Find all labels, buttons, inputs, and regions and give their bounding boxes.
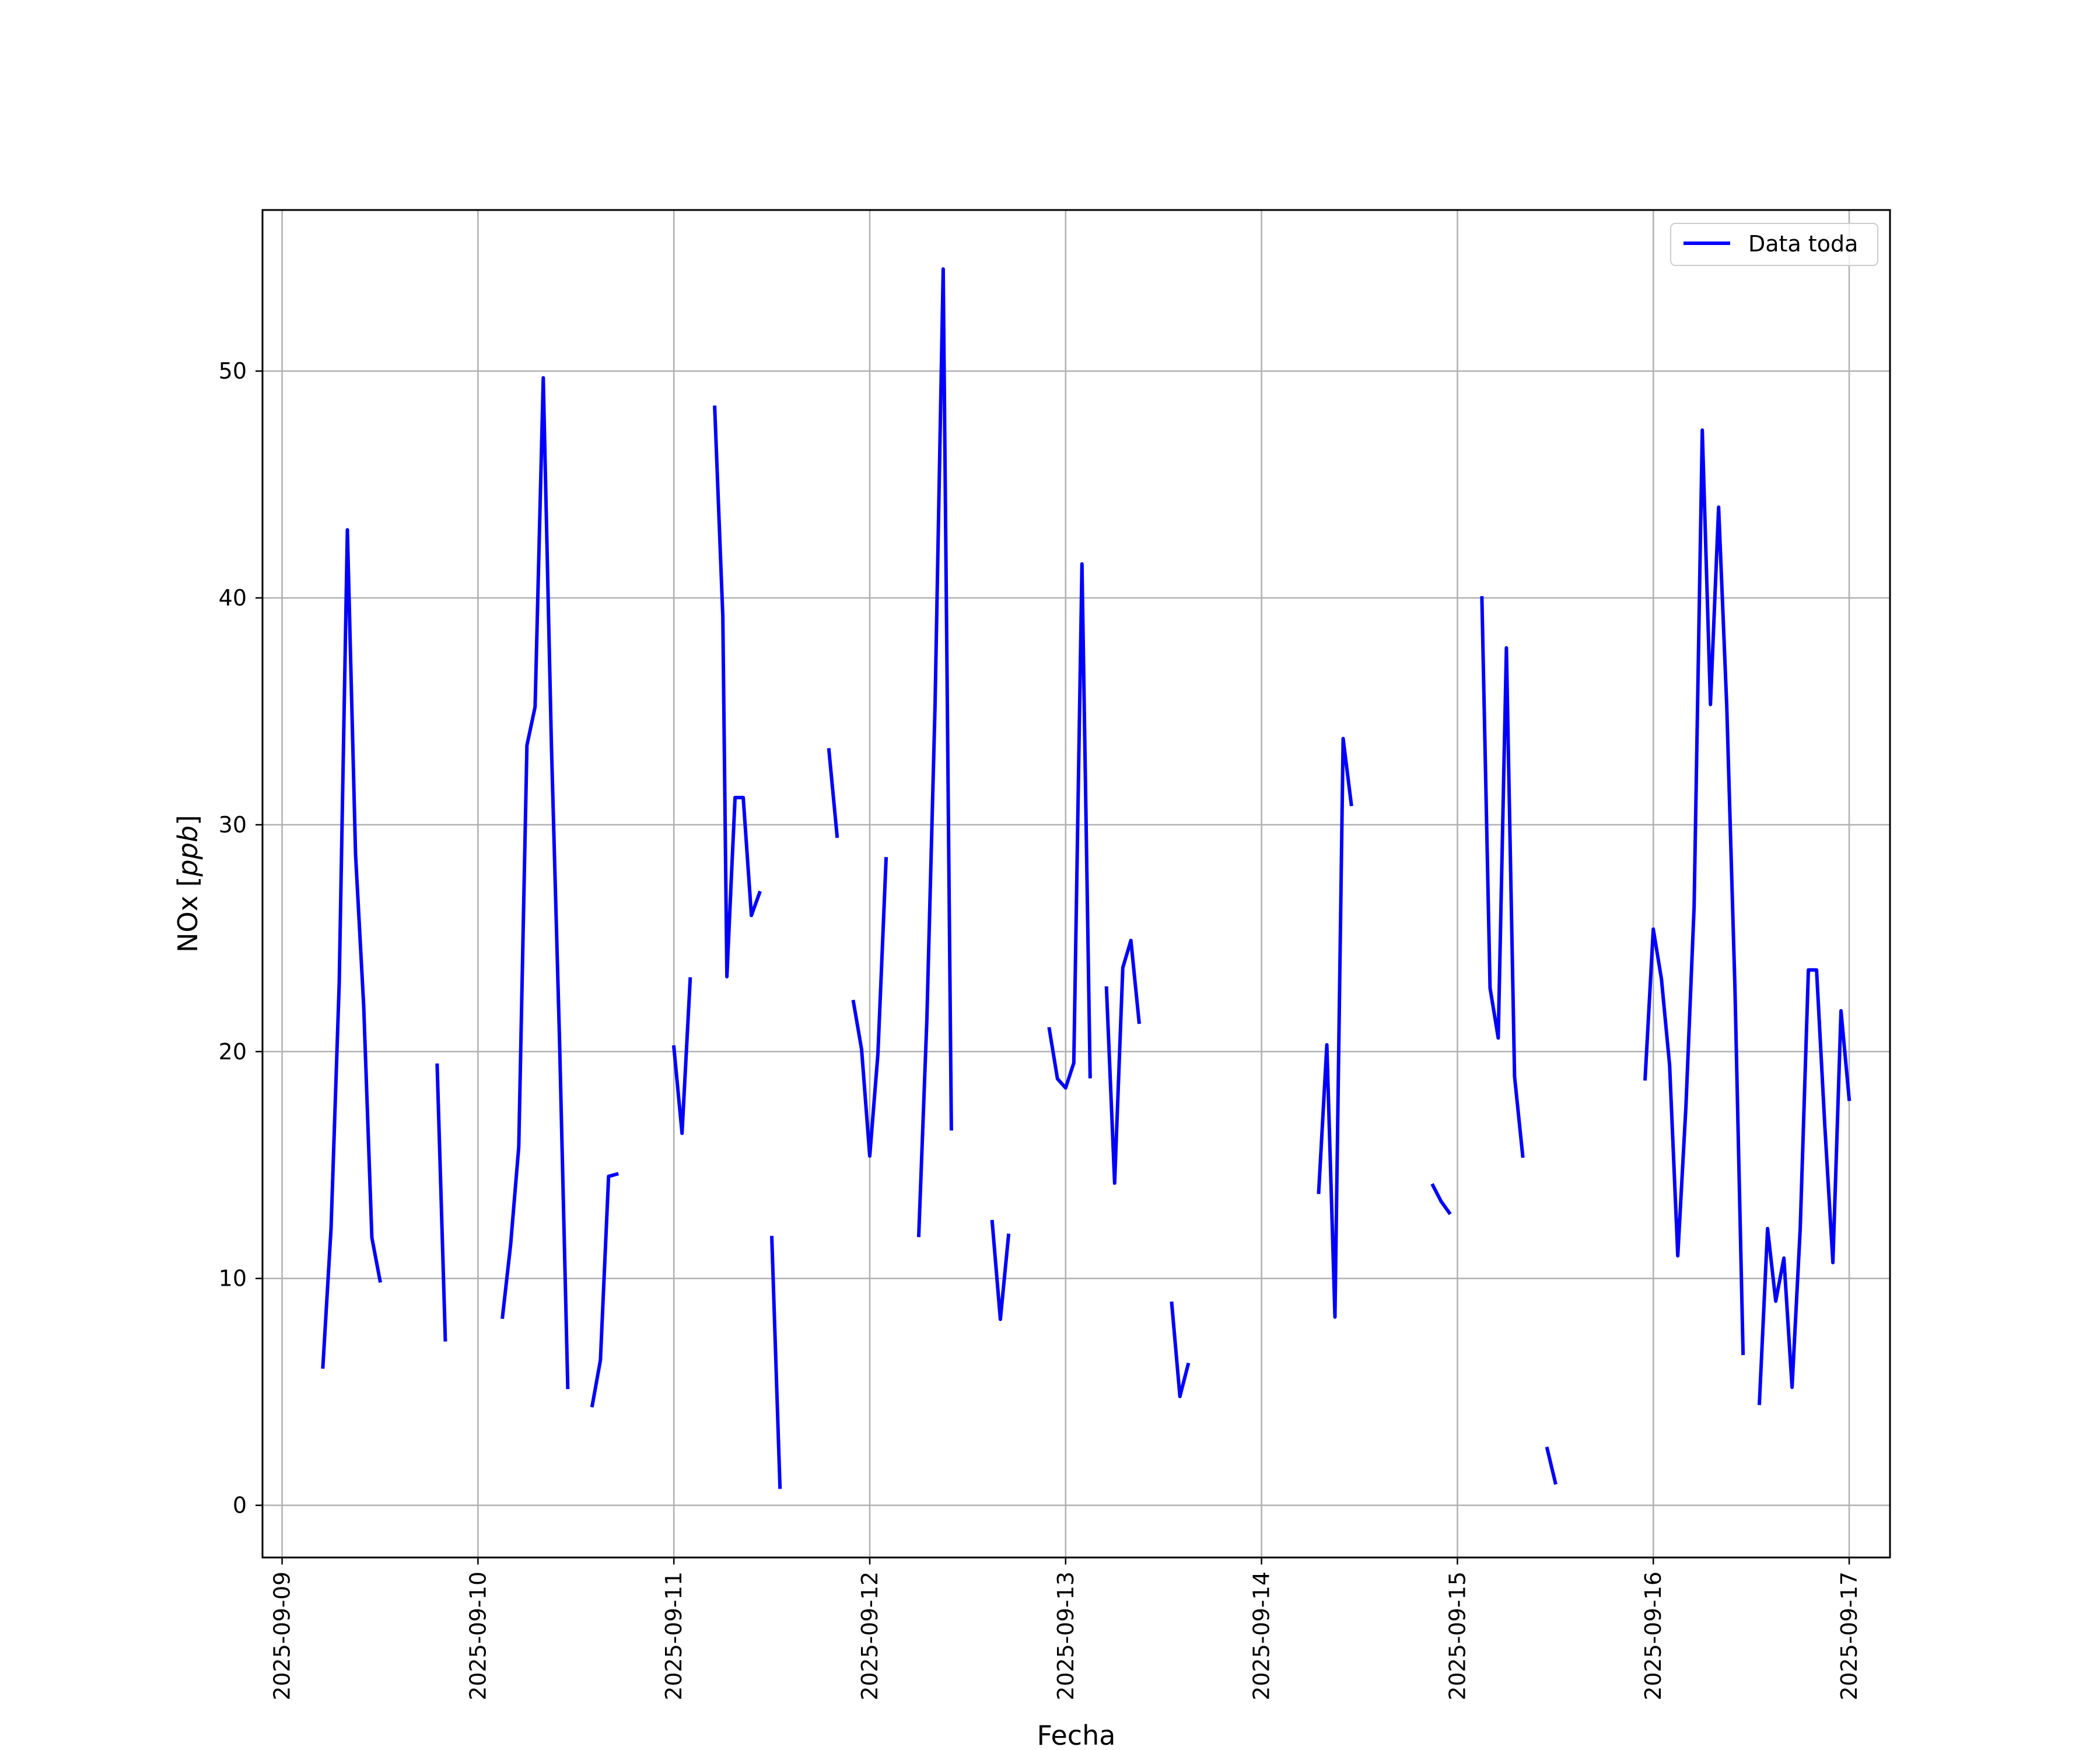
y-tick-label: 50 — [219, 358, 247, 384]
series-line-segment — [1757, 968, 1852, 1405]
y-tick-label: 0 — [233, 1493, 247, 1518]
series-line-segment — [851, 857, 888, 1158]
series-line-segment — [1480, 596, 1525, 1158]
y-tick-label: 10 — [219, 1266, 247, 1292]
series-line-segment — [435, 1063, 447, 1342]
series-line-segment — [1170, 1301, 1191, 1398]
x-tick-label: 2025-09-16 — [1640, 1572, 1666, 1700]
x-axis-ticks: 2025-09-09 2025-09-10 2025-09-11 2025-09-12… — [270, 1558, 1862, 1700]
series-line-segment — [590, 1172, 619, 1408]
series-line-segment — [1430, 1183, 1452, 1216]
series-line-segment — [770, 1236, 782, 1489]
series-line-segment — [1317, 737, 1353, 1319]
series-line-segment — [321, 528, 383, 1369]
plot-frame — [261, 209, 1891, 1559]
x-tick-label: 2025-09-17 — [1836, 1572, 1862, 1700]
x-tick-label: 2025-09-15 — [1444, 1572, 1470, 1700]
series-line-segment — [827, 748, 839, 838]
x-tick-label: 2025-09-11 — [661, 1572, 687, 1700]
y-tick-label: 20 — [219, 1039, 247, 1065]
series-line-segment — [990, 1220, 1011, 1321]
x-tick-label: 2025-09-13 — [1053, 1572, 1079, 1700]
series-line-segment — [1545, 1446, 1558, 1485]
legend-box — [1670, 223, 1878, 266]
series-line-segment — [916, 267, 953, 1237]
y-tick-label: 30 — [219, 812, 247, 838]
y-axis-label: NOx [ppb] — [172, 815, 204, 953]
x-tick-label: 2025-09-09 — [270, 1572, 295, 1700]
x-axis-label: Fecha — [1037, 1720, 1116, 1750]
series-line-segment — [1643, 428, 1745, 1356]
y-tick-label: 40 — [219, 585, 247, 611]
legend: Data toda — [1670, 223, 1878, 266]
x-tick-label: 2025-09-10 — [465, 1572, 491, 1700]
series-line-segment — [1104, 939, 1141, 1185]
series-line-segment — [671, 977, 692, 1135]
grid-lines — [262, 210, 1890, 1558]
series-line-segment — [1047, 562, 1092, 1090]
series-line-segment — [501, 376, 570, 1390]
legend-label: Data toda — [1748, 231, 1858, 257]
data-series-layer — [321, 267, 1852, 1489]
x-tick-label: 2025-09-12 — [857, 1572, 883, 1700]
series-line-segment — [713, 405, 762, 979]
x-tick-label: 2025-09-14 — [1249, 1572, 1275, 1700]
y-axis-ticks: 0 10 20 30 40 50 — [219, 358, 262, 1518]
